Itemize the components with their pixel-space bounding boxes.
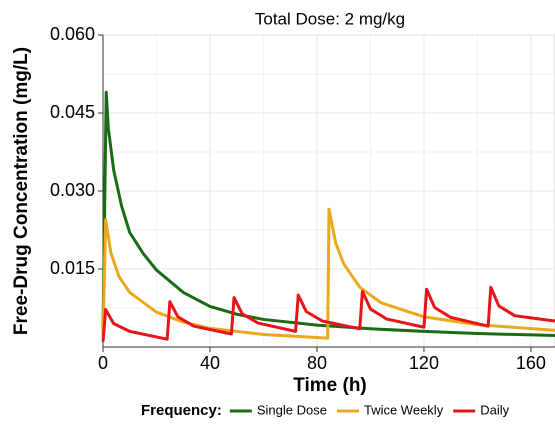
y-tick-label: 0.015	[50, 258, 95, 278]
series-line	[101, 285, 555, 342]
y-axis-label: Free-Drug Concentration (mg/L)	[11, 47, 32, 335]
legend-label: Twice Weekly	[364, 402, 444, 417]
chart-title: Total Dose: 2 mg/kg	[255, 9, 405, 28]
x-axis-label: Time (h)	[293, 375, 367, 396]
y-tick-label: 0.045	[50, 102, 95, 122]
legend-title: Frequency:	[141, 402, 222, 419]
x-tick-label: 40	[200, 353, 220, 373]
series-line	[101, 207, 555, 340]
legend-label: Single Dose	[257, 402, 327, 417]
series-line	[101, 90, 555, 338]
legend-label: Daily	[480, 402, 509, 417]
x-tick-label: 80	[307, 353, 327, 373]
y-tick-label: 0.030	[50, 180, 95, 200]
y-tick-label: 0.060	[50, 24, 95, 44]
x-tick-label: 160	[516, 353, 546, 373]
x-tick-label: 0	[98, 353, 108, 373]
x-tick-label: 120	[409, 353, 439, 373]
